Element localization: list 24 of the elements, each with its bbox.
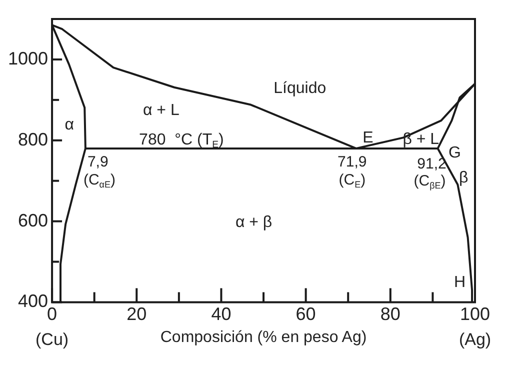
annotation: α + β	[235, 214, 272, 232]
x-tick-label: 80	[380, 304, 400, 324]
annotation: 7,9	[87, 154, 108, 171]
annotation: E	[362, 130, 374, 147]
y-tick-label: 400	[18, 291, 48, 312]
text: (Cu)	[36, 330, 69, 349]
annotation: 71,9	[338, 154, 367, 171]
x-tick-label: 60	[296, 304, 316, 324]
y-tick-label: 1000	[8, 48, 48, 68]
annotation: H	[454, 274, 466, 291]
x-tick-label: 100	[460, 304, 490, 324]
text: (Ag)	[458, 330, 492, 349]
annotation: Líquido	[274, 80, 326, 98]
x-axis-title: Composición (% en peso Ag)	[160, 328, 367, 346]
y-tick-label: 800	[18, 129, 48, 150]
annotation: G	[448, 144, 461, 162]
x-tick-label: 0	[47, 304, 58, 324]
x-tick-label: 40	[211, 304, 232, 324]
annotation: α	[64, 116, 74, 134]
y-tick-label: 600	[18, 210, 48, 230]
annotation: α + L	[142, 102, 180, 119]
x-tick-label: 20	[126, 304, 147, 324]
annotation: 91,2	[417, 156, 446, 173]
annotation: β	[458, 169, 468, 186]
